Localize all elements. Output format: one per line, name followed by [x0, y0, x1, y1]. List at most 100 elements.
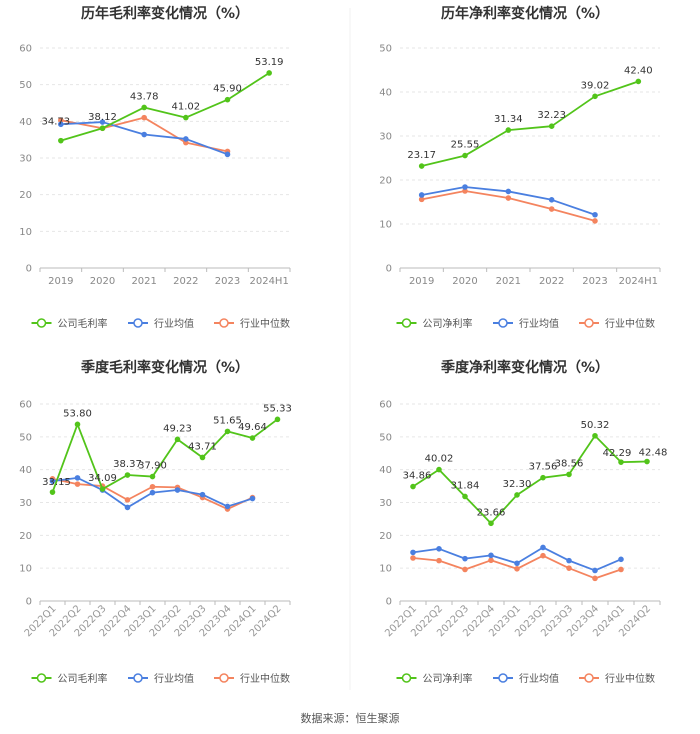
y-tick-label: 30 — [379, 498, 392, 509]
data-point-company — [618, 459, 624, 465]
data-label: 55.33 — [263, 403, 292, 414]
data-point-industry_median — [436, 557, 442, 564]
y-tick-label: 60 — [379, 400, 392, 411]
legend-marker-company — [36, 318, 47, 328]
y-tick-label: 40 — [19, 117, 32, 128]
data-point-company — [174, 436, 181, 443]
y-tick-label: 50 — [19, 80, 32, 91]
data-label: 23.17 — [407, 150, 436, 161]
series-line-company — [51, 418, 279, 493]
y-tick-label: 40 — [379, 465, 392, 476]
data-label: 49.64 — [238, 422, 267, 433]
x-tick-label: 2022 — [173, 276, 198, 287]
legend-label: 行业均值 — [519, 317, 559, 330]
y-tick-label: 30 — [379, 132, 392, 143]
legend-label: 公司净利率 — [423, 317, 473, 330]
data-label: 32.23 — [537, 110, 566, 121]
data-point-company — [592, 432, 598, 439]
legend-label: 行业中位数 — [605, 317, 655, 330]
y-tick-label: 40 — [19, 465, 32, 476]
y-tick-label: 50 — [19, 432, 32, 443]
y-tick-label: 30 — [19, 154, 32, 165]
data-label: 34.09 — [88, 473, 117, 484]
data-point-industry_median — [548, 206, 555, 212]
data-point-company — [199, 454, 206, 461]
data-point-company — [149, 473, 156, 480]
legend-label: 公司毛利率 — [58, 672, 108, 685]
data-point-industry_avg — [199, 491, 206, 498]
data-point-industry_avg — [566, 557, 572, 564]
data-point-industry_avg — [514, 560, 520, 567]
legend-label: 行业中位数 — [605, 672, 655, 685]
y-tick-label: 50 — [379, 44, 392, 55]
legend-marker-industry_avg — [498, 673, 508, 683]
x-tick-label: 2020 — [90, 276, 115, 287]
data-point-company — [74, 421, 81, 428]
data-point-company — [462, 152, 468, 159]
y-tick-label: 60 — [19, 44, 32, 55]
y-tick-label: 0 — [386, 597, 392, 608]
data-point-company — [99, 125, 106, 132]
data-point-industry_avg — [618, 556, 624, 563]
data-point-industry_median — [505, 195, 512, 201]
data-point-industry_avg — [249, 495, 256, 502]
data-label: 37.90 — [138, 461, 167, 472]
legend-label: 行业均值 — [154, 317, 194, 330]
data-point-industry_avg — [183, 136, 189, 142]
data-label: 23.66 — [477, 507, 506, 518]
data-point-company — [436, 466, 442, 473]
data-point-industry_avg — [410, 549, 416, 556]
data-point-company — [540, 474, 546, 481]
y-tick-label: 60 — [19, 400, 32, 411]
data-point-company — [505, 127, 512, 133]
data-label: 31.84 — [451, 480, 480, 491]
x-tick-label: 2021 — [496, 276, 521, 287]
data-label: 34.86 — [403, 471, 432, 482]
legend-label: 行业中位数 — [240, 317, 290, 330]
data-point-industry_median — [566, 565, 572, 571]
data-point-company — [418, 163, 425, 169]
data-point-industry_avg — [58, 121, 64, 128]
data-point-industry_avg — [99, 119, 106, 125]
data-point-company — [410, 483, 416, 490]
chart-title: 季度净利率变化情况（%） — [440, 359, 609, 376]
data-point-company — [548, 123, 555, 129]
data-point-industry_avg — [462, 555, 468, 562]
data-label: 32.30 — [503, 479, 532, 490]
y-tick-label: 30 — [19, 498, 32, 509]
data-point-company — [488, 520, 494, 527]
legend-label: 行业均值 — [154, 672, 194, 685]
x-tick-label: 2023 — [582, 276, 607, 287]
data-point-company — [514, 492, 520, 498]
data-label: 37.56 — [529, 462, 558, 473]
y-tick-label: 20 — [379, 531, 392, 542]
y-tick-label: 0 — [386, 264, 392, 275]
data-label: 41.02 — [172, 102, 201, 113]
data-point-company — [635, 78, 642, 85]
data-label: 45.90 — [213, 84, 242, 95]
legend-marker-company — [401, 318, 412, 328]
data-label: 42.29 — [603, 448, 632, 459]
y-tick-label: 20 — [379, 176, 392, 187]
data-point-industry_median — [124, 497, 131, 503]
data-label: 39.02 — [581, 80, 610, 91]
data-source-footer: 数据来源：恒生聚源 — [300, 712, 400, 725]
data-point-company — [124, 472, 131, 478]
data-point-industry_median — [74, 481, 81, 487]
series-line-company — [421, 80, 639, 167]
chart-title: 季度毛利率变化情况（%） — [80, 359, 249, 376]
y-tick-label: 10 — [19, 227, 32, 238]
legend-label: 行业均值 — [519, 672, 559, 685]
y-tick-label: 20 — [19, 190, 32, 201]
x-tick-label: 2021 — [131, 276, 156, 287]
data-label: 42.40 — [624, 65, 653, 76]
series-line-company — [60, 72, 270, 142]
data-point-company — [99, 486, 106, 492]
data-point-industry_avg — [49, 478, 56, 484]
data-point-industry_avg — [548, 197, 555, 203]
data-point-industry_median — [592, 575, 598, 582]
y-tick-label: 10 — [379, 220, 392, 231]
series-line-industry_avg — [60, 121, 228, 156]
data-point-industry_avg — [149, 489, 156, 496]
data-point-industry_avg — [436, 545, 442, 552]
